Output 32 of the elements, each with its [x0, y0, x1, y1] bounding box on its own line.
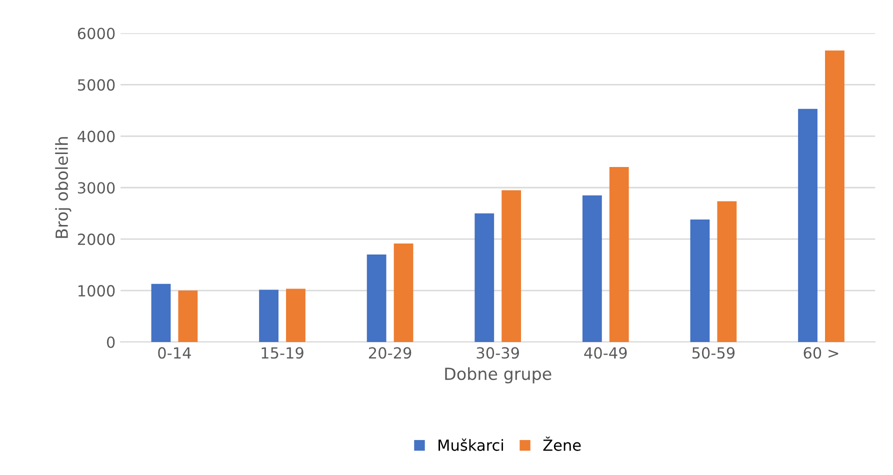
bar: [394, 243, 414, 342]
bar: [502, 190, 522, 342]
x-tick-label: 20-29: [368, 347, 412, 359]
y-tick-label: 5000: [78, 79, 115, 91]
x-axis-title: Dobne grupe: [445, 367, 552, 384]
y-tick-label: 1000: [78, 285, 115, 297]
x-tick-label: 50-59: [692, 347, 735, 359]
bar: [582, 195, 602, 342]
bar: [609, 167, 629, 342]
legend-label: Žene: [543, 436, 581, 451]
bar: [798, 108, 818, 342]
y-tick-label: 3000: [78, 182, 115, 194]
x-tick-label: 0-14: [158, 347, 191, 359]
bar: [717, 201, 737, 342]
bar: [690, 220, 710, 342]
bar: [474, 213, 494, 342]
y-axis-title: Broj obolelih: [55, 137, 72, 238]
y-tick-label: 0: [106, 336, 115, 348]
x-tick-label: 60 >: [804, 347, 838, 359]
x-tick-label: 40-49: [584, 347, 627, 359]
bar: [366, 254, 386, 342]
bar: [286, 288, 306, 342]
legend-label: Muškarci: [438, 438, 503, 451]
y-tick-label: 2000: [78, 234, 115, 246]
bar: [259, 290, 278, 342]
x-tick-label: 15-19: [262, 347, 304, 359]
y-tick-label: 4000: [78, 130, 115, 142]
x-tick-label: 30-39: [476, 347, 519, 359]
bar: [151, 284, 171, 342]
bar: [825, 50, 844, 342]
y-tick-label: 6000: [78, 28, 115, 40]
bar: [178, 290, 198, 342]
